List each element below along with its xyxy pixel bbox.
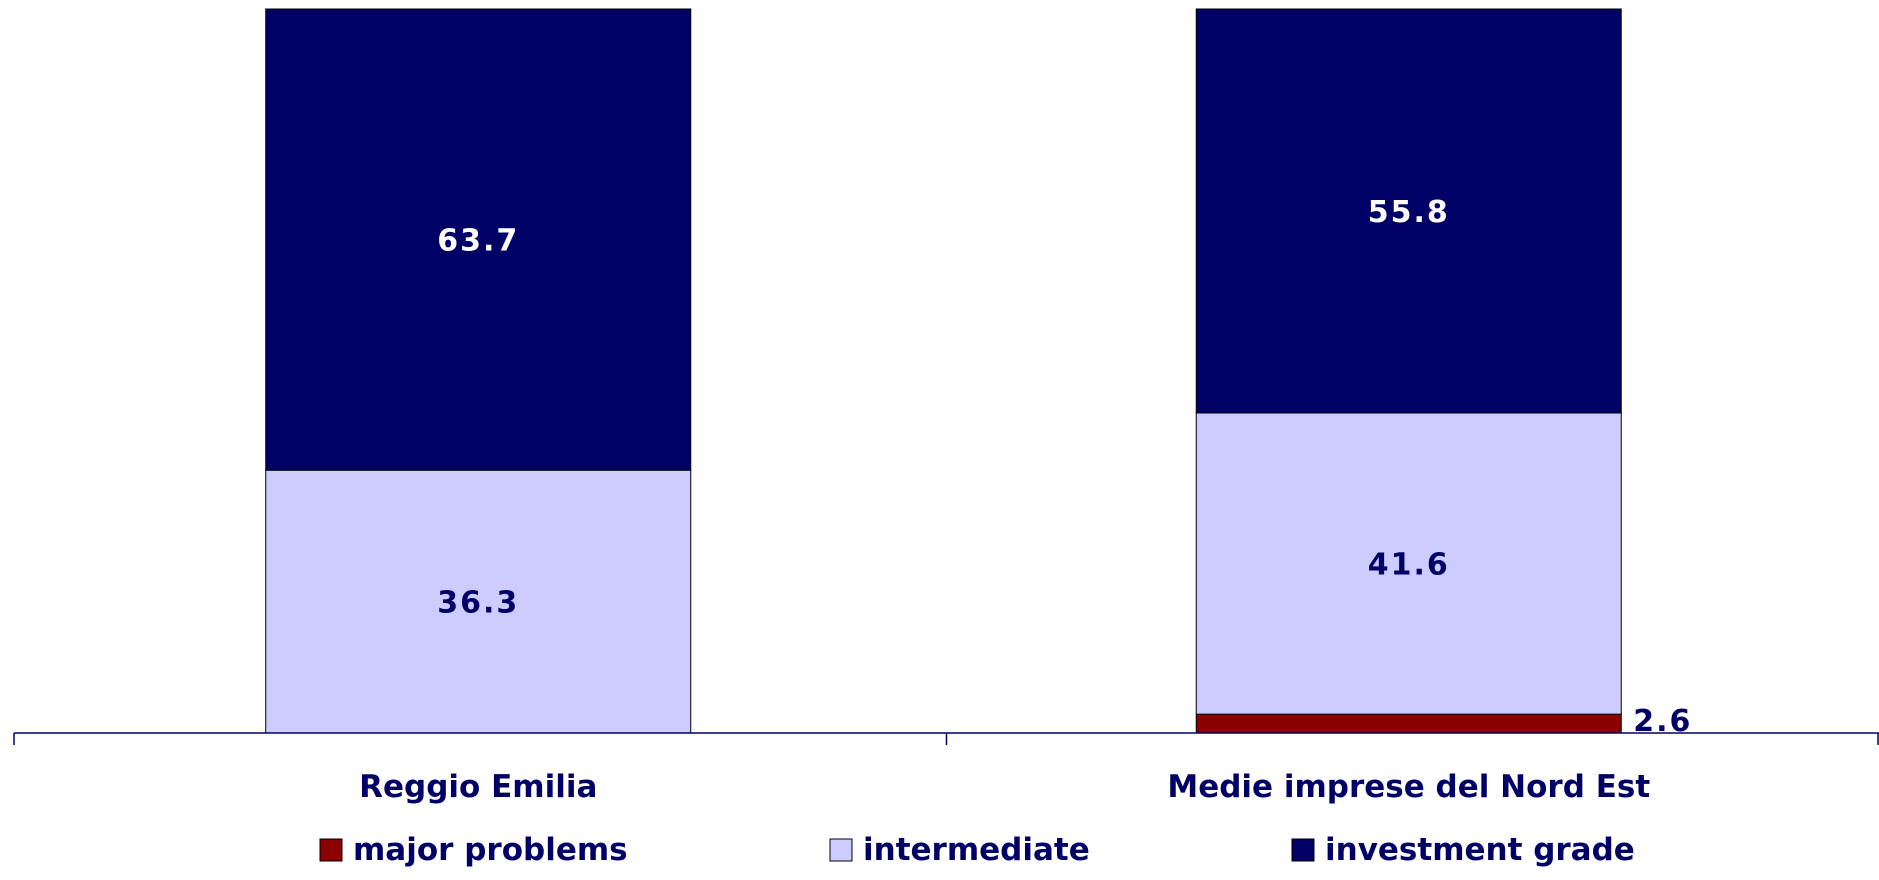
bar-reggio-emilia-intermediate [265, 469, 692, 734]
legend-swatch-investment-grade [1291, 838, 1315, 862]
bar-reggio-emilia-investment-grade [265, 8, 692, 471]
legend-label-intermediate: intermediate [863, 832, 1090, 868]
bar-medie-imprese-del-nord-est-investment-grade [1195, 8, 1622, 414]
legend-label-investment-grade: investment grade [1325, 832, 1635, 868]
data-label-reggio-emilia-investment-grade: 63.7 [437, 224, 519, 259]
legend: major problems intermediate investment gra… [319, 832, 1635, 868]
x-axis: Reggio Emilia Medie imprese del Nord Est [13, 732, 1879, 805]
bars-layer [265, 8, 1622, 734]
legend-label-major-problems: major problems [353, 832, 628, 868]
bar-medie-imprese-del-nord-est-major-problems [1195, 713, 1622, 734]
legend-swatch-major-problems [319, 838, 343, 862]
data-label-medie-imprese-del-nord-est-intermediate: 41.6 [1368, 548, 1450, 583]
category-label-medie-imprese-del-nord-est: Medie imprese del Nord Est [1167, 769, 1650, 805]
legend-swatch-intermediate [829, 838, 853, 862]
data-label-medie-imprese-del-nord-est-investment-grade: 55.8 [1368, 195, 1450, 230]
data-label-reggio-emilia-intermediate: 36.3 [437, 586, 519, 621]
category-label-reggio-emilia: Reggio Emilia [359, 769, 597, 805]
